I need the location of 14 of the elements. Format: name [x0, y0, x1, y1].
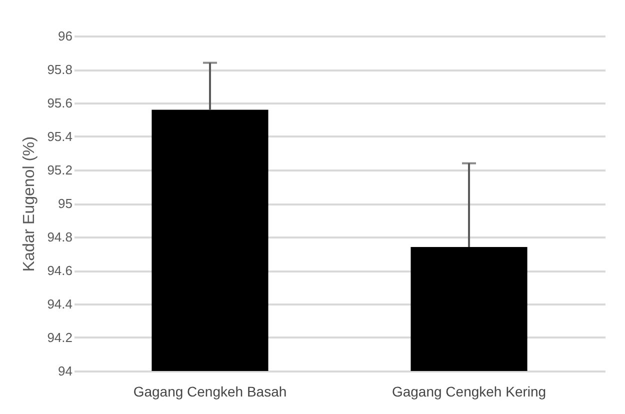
y-tick-label: 96: [58, 28, 72, 44]
y-tick-label: 94: [58, 364, 72, 378]
x-tick-label: Gagang Cengkeh Kering: [392, 384, 546, 400]
y-tick-label: 95.4: [47, 129, 72, 144]
y-tick-label: 94.6: [47, 263, 72, 278]
y-tick-label: 95.2: [47, 162, 72, 178]
x-tick-label: Gagang Cengkeh Basah: [133, 384, 287, 400]
y-tick-label: 94.8: [47, 230, 72, 244]
y-axis-title: Kadar Eugenol (%): [21, 136, 38, 272]
y-tick-label: 94.2: [47, 330, 72, 345]
y-tick-label: 95: [58, 196, 72, 211]
y-tick-label: 95.6: [47, 96, 72, 110]
y-tick-label: 94.4: [47, 296, 72, 312]
y-tick-label: 95.8: [47, 62, 72, 77]
